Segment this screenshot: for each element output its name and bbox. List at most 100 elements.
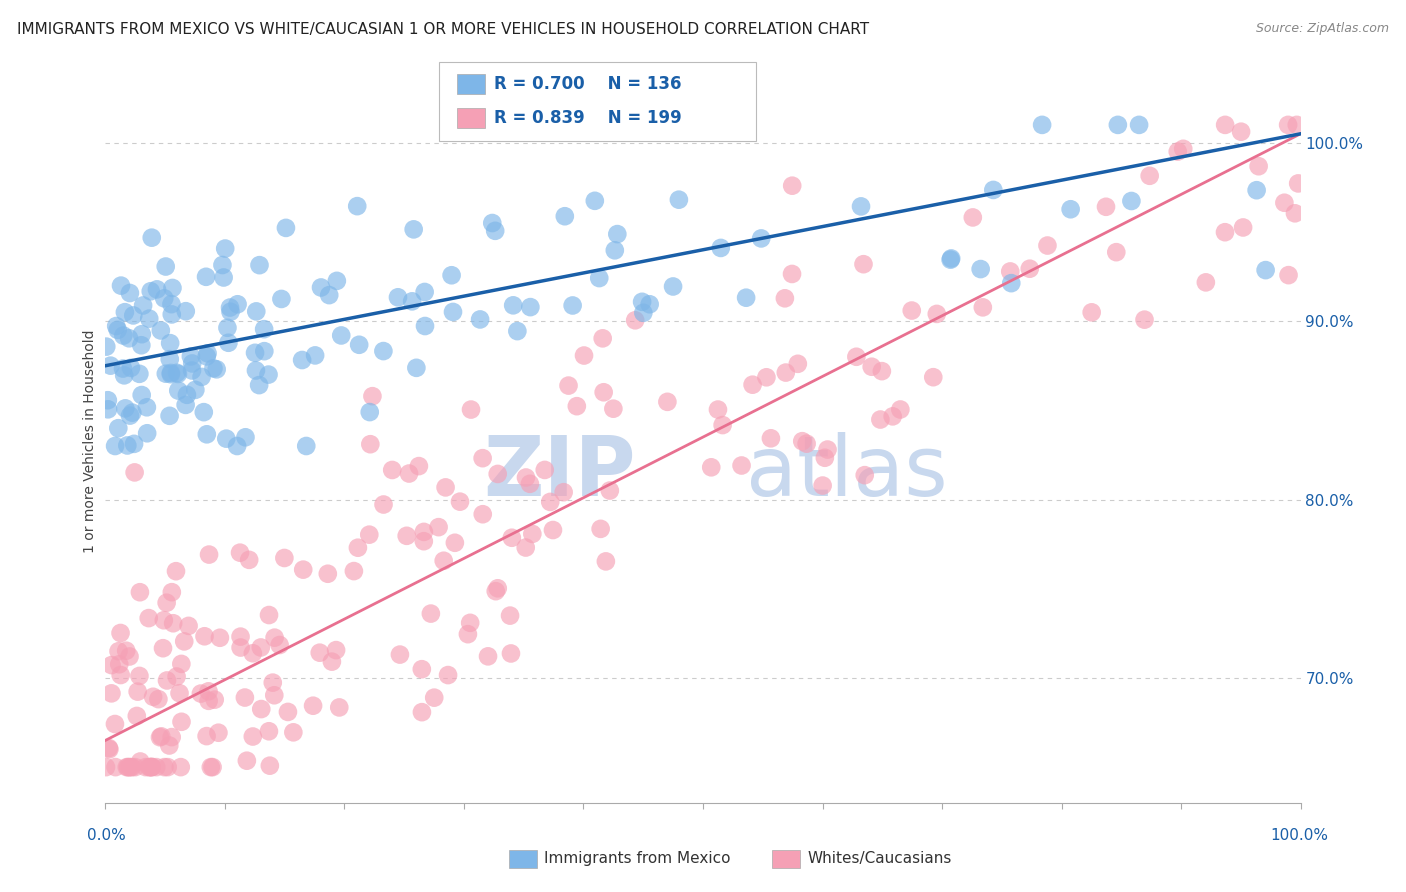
Point — [373, 498, 395, 512]
Point — [217, 320, 239, 334]
Point — [98, 742, 121, 756]
Point — [146, 282, 169, 296]
Point — [427, 520, 450, 534]
Point — [204, 692, 226, 706]
Point — [707, 402, 730, 417]
Point — [925, 307, 948, 321]
Point — [711, 418, 734, 433]
Point — [166, 366, 188, 380]
Point — [205, 362, 228, 376]
Point — [457, 627, 479, 641]
Point — [811, 478, 834, 492]
Point — [1018, 261, 1040, 276]
Point — [941, 252, 963, 266]
Point — [440, 268, 463, 283]
Point — [773, 291, 796, 305]
Point — [1232, 220, 1254, 235]
Point — [131, 327, 153, 342]
Point — [499, 608, 522, 623]
Point — [796, 436, 818, 450]
Point — [170, 714, 193, 729]
Point — [257, 724, 280, 739]
Point — [200, 760, 222, 774]
Point — [502, 298, 524, 312]
Text: IMMIGRANTS FROM MEXICO VS WHITE/CAUCASIAN 1 OR MORE VEHICLES IN HOUSEHOLD CORREL: IMMIGRANTS FROM MEXICO VS WHITE/CAUCASIA… — [17, 22, 869, 37]
Text: ZIP: ZIP — [484, 433, 636, 513]
Point — [870, 364, 893, 378]
Point — [444, 535, 467, 549]
Point — [468, 312, 491, 326]
Point — [207, 725, 229, 739]
Point — [124, 760, 146, 774]
Point — [128, 367, 150, 381]
Point — [359, 405, 381, 419]
Point — [565, 399, 588, 413]
Point — [485, 584, 508, 599]
Point — [236, 754, 259, 768]
Point — [780, 178, 803, 193]
Point — [395, 529, 418, 543]
Point — [962, 211, 984, 225]
Y-axis label: 1 or more Vehicles in Household: 1 or more Vehicles in Household — [83, 330, 97, 553]
Point — [413, 319, 436, 334]
Point — [127, 684, 149, 698]
Point — [94, 760, 117, 774]
Point — [589, 522, 612, 536]
Point — [347, 541, 370, 555]
Point — [321, 655, 343, 669]
Point — [471, 451, 494, 466]
Point — [97, 402, 120, 417]
Point — [484, 224, 506, 238]
Point — [243, 346, 266, 360]
Point — [1254, 263, 1277, 277]
Point — [328, 700, 350, 714]
Point — [631, 294, 654, 309]
Point — [242, 730, 264, 744]
Point — [373, 344, 395, 359]
Point — [131, 338, 153, 352]
Point — [149, 731, 172, 745]
Point — [889, 402, 911, 417]
Point — [229, 630, 252, 644]
Point — [1121, 194, 1143, 208]
Point — [229, 546, 252, 560]
Point — [104, 439, 127, 453]
Point — [211, 258, 233, 272]
Point — [775, 366, 797, 380]
Point — [501, 531, 523, 545]
Point — [181, 356, 204, 370]
Point — [291, 353, 314, 368]
Point — [118, 285, 141, 300]
Point — [170, 760, 193, 774]
Point — [135, 760, 157, 774]
Point — [1285, 118, 1308, 132]
Point — [398, 467, 420, 481]
Point — [107, 644, 129, 658]
Point — [219, 304, 242, 318]
Point — [592, 385, 614, 400]
Point — [749, 231, 772, 245]
Point — [160, 307, 183, 321]
Point — [167, 384, 190, 398]
Point — [1173, 142, 1195, 156]
Point — [195, 269, 218, 284]
Point — [226, 439, 249, 453]
Point — [1230, 125, 1253, 139]
Point — [129, 585, 152, 599]
Point — [226, 297, 249, 311]
Point — [159, 352, 181, 367]
Point — [110, 626, 132, 640]
Point — [1000, 264, 1022, 278]
Point — [198, 548, 221, 562]
Point — [114, 401, 136, 416]
Point — [245, 304, 267, 318]
Point — [852, 257, 875, 271]
Point — [316, 566, 339, 581]
Point — [141, 760, 163, 774]
Point — [153, 760, 176, 774]
Point — [138, 760, 160, 774]
Point — [197, 684, 219, 698]
Text: Source: ZipAtlas.com: Source: ZipAtlas.com — [1256, 22, 1389, 36]
Point — [229, 640, 252, 655]
Point — [1246, 183, 1268, 197]
